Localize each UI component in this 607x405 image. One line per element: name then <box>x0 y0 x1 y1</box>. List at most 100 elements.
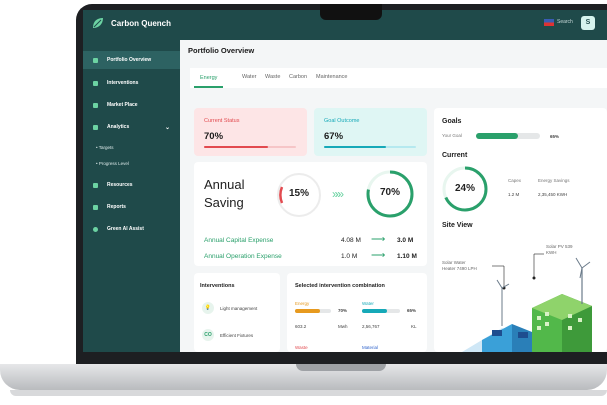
avatar[interactable]: S <box>581 16 595 30</box>
capital-expense-label: Annual Capital Expense <box>204 237 274 244</box>
tab-water[interactable]: Water <box>242 74 257 80</box>
energy-pct: 70% <box>338 308 348 313</box>
solar-water-heater-label: Solar Water Heater 7490 LPH <box>442 260 477 271</box>
report-icon <box>93 204 98 210</box>
sidebar: Portfolio Overview Interventions Market … <box>83 40 180 352</box>
goal-outcome-bar-fill <box>324 146 386 148</box>
current-title: Current <box>442 152 468 159</box>
us-flag-icon[interactable] <box>544 19 554 26</box>
intervention-light-management[interactable]: Light management <box>220 306 258 311</box>
energy-savings-value: 2,35,450 KWH <box>538 192 568 197</box>
goals-panel: Goals Your Goal 65% Current 24% Capex 1.… <box>434 108 607 352</box>
laptop-hinge-notch <box>296 364 386 371</box>
energy-bar <box>295 309 331 313</box>
sidebar-item-portfolio-overview[interactable]: Portfolio Overview <box>83 51 180 69</box>
tab-energy[interactable]: Energy <box>194 68 224 88</box>
sidebar-subitem-progress-level[interactable]: • Progress Level <box>96 161 129 166</box>
main-content: Portfolio Overview Energy Water Waste Ca… <box>180 40 607 352</box>
to-percentage: 70% <box>379 187 400 198</box>
annual-saving-title-line2: Saving <box>204 195 244 210</box>
tab-bar: Energy Water Waste Carbon Maintenance <box>190 68 607 88</box>
arrow-right-icon: ⟶ <box>371 234 386 245</box>
app-title: Carbon Quench <box>111 18 172 28</box>
sidebar-item-green-ai-assist[interactable]: Green AI Assist <box>83 220 180 238</box>
combination-card: Selected intervention combination Energy… <box>287 273 427 352</box>
annual-saving-title-line1: Annual <box>204 177 245 192</box>
sidebar-item-label: Green AI Assist <box>107 226 144 232</box>
energy-bar-fill <box>295 309 321 313</box>
capital-expense-to: 3.0 M <box>397 237 414 244</box>
camera-notch <box>320 4 382 20</box>
sidebar-item-label: Resources <box>107 182 133 188</box>
person-icon <box>93 182 98 188</box>
capital-expense-from: 4.08 M <box>341 237 361 244</box>
current-pct: 24% <box>454 183 475 194</box>
energy-value: 603.2 <box>295 324 307 329</box>
site-view-illustration <box>462 253 592 352</box>
operation-expense-label: Annual Operation Expense <box>204 253 282 260</box>
laptop-shadow <box>10 390 607 396</box>
sidebar-subitem-targets[interactable]: • Targets <box>96 145 114 150</box>
analytics-icon <box>93 124 98 130</box>
sidebar-item-resources[interactable]: Resources <box>83 176 180 194</box>
tab-maintenance[interactable]: Maintenance <box>316 74 348 80</box>
tab-carbon[interactable]: Carbon <box>289 74 308 80</box>
chevron-down-icon: ⌄ <box>164 124 170 131</box>
water-bar-fill <box>362 309 387 313</box>
water-value: 2,56,767 <box>362 324 380 329</box>
your-goal-label: Your Goal <box>442 133 462 138</box>
grid-icon <box>93 57 98 63</box>
intervention-efficient-fixtures[interactable]: Efficient Fixtures <box>220 333 254 338</box>
sidebar-item-label: Analytics <box>107 124 130 130</box>
material-label: Material <box>362 345 379 350</box>
lightbulb-icon: 💡 <box>202 302 214 314</box>
sidebar-item-label: Interventions <box>107 80 139 86</box>
your-goal-bar-fill <box>476 133 518 139</box>
current-status-bar <box>204 146 296 148</box>
sidebar-item-reports[interactable]: Reports <box>83 198 180 216</box>
current-ring <box>442 166 488 212</box>
goal-outcome-card: Goal Outcome 67% <box>314 108 427 156</box>
operation-expense-from: 1.0 M <box>341 253 358 260</box>
app-screen: Carbon Quench Search S Portfolio Overvie… <box>83 10 607 352</box>
current-status-bar-fill <box>204 146 269 148</box>
water-label: Water <box>362 301 374 306</box>
double-chevron-right-icon: »»» <box>332 187 344 201</box>
from-percentage-ring <box>277 173 321 217</box>
goal-outcome-value: 67% <box>324 131 344 142</box>
from-percentage: 15% <box>288 188 309 199</box>
waste-label: Waste <box>295 345 308 350</box>
energy-label: Energy <box>295 301 310 306</box>
current-status-value: 70% <box>204 131 224 142</box>
goal-outcome-bar <box>324 146 416 148</box>
current-status-label: Current Status <box>204 118 240 124</box>
your-goal-pct: 65% <box>550 134 560 139</box>
goals-title: Goals <box>442 118 462 125</box>
search-button[interactable]: Search <box>557 19 573 25</box>
water-unit: KL <box>411 324 417 329</box>
app-logo[interactable]: Carbon Quench <box>91 16 171 30</box>
ai-assist-icon <box>93 226 98 232</box>
water-pct: 65% <box>407 308 417 313</box>
sidebar-item-label: Market Place <box>107 102 138 108</box>
site-view-title: Site View <box>442 222 473 229</box>
sidebar-item-analytics[interactable]: Analytics ⌄ <box>83 118 180 136</box>
energy-savings-label: Energy Savings <box>538 178 570 183</box>
interventions-title: Interventions <box>200 283 235 289</box>
bulb-icon <box>93 80 98 86</box>
interventions-card: Interventions 💡 Light management CO Effi… <box>194 273 280 352</box>
your-goal-bar <box>476 133 540 139</box>
sidebar-item-label: Reports <box>107 204 126 210</box>
capex-value: 1.2 M <box>508 192 520 197</box>
sidebar-item-interventions[interactable]: Interventions <box>83 74 180 92</box>
energy-unit: Mwh <box>338 324 348 329</box>
store-icon <box>93 102 98 108</box>
sidebar-item-label: Portfolio Overview <box>107 57 152 63</box>
goal-outcome-label: Goal Outcome <box>324 118 360 124</box>
combination-title: Selected intervention combination <box>295 283 385 289</box>
sidebar-item-market-place[interactable]: Market Place <box>83 96 180 114</box>
capex-label: Capex <box>508 178 522 183</box>
tab-waste[interactable]: Waste <box>265 74 281 80</box>
annual-saving-card: Annual Saving 15% »»» 70% Annual Capital… <box>194 162 427 266</box>
arrow-right-icon: ⟶ <box>371 250 386 261</box>
